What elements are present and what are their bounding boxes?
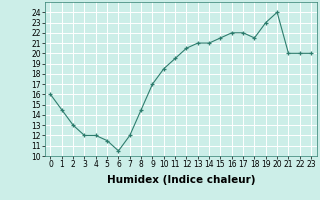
- X-axis label: Humidex (Indice chaleur): Humidex (Indice chaleur): [107, 175, 255, 185]
